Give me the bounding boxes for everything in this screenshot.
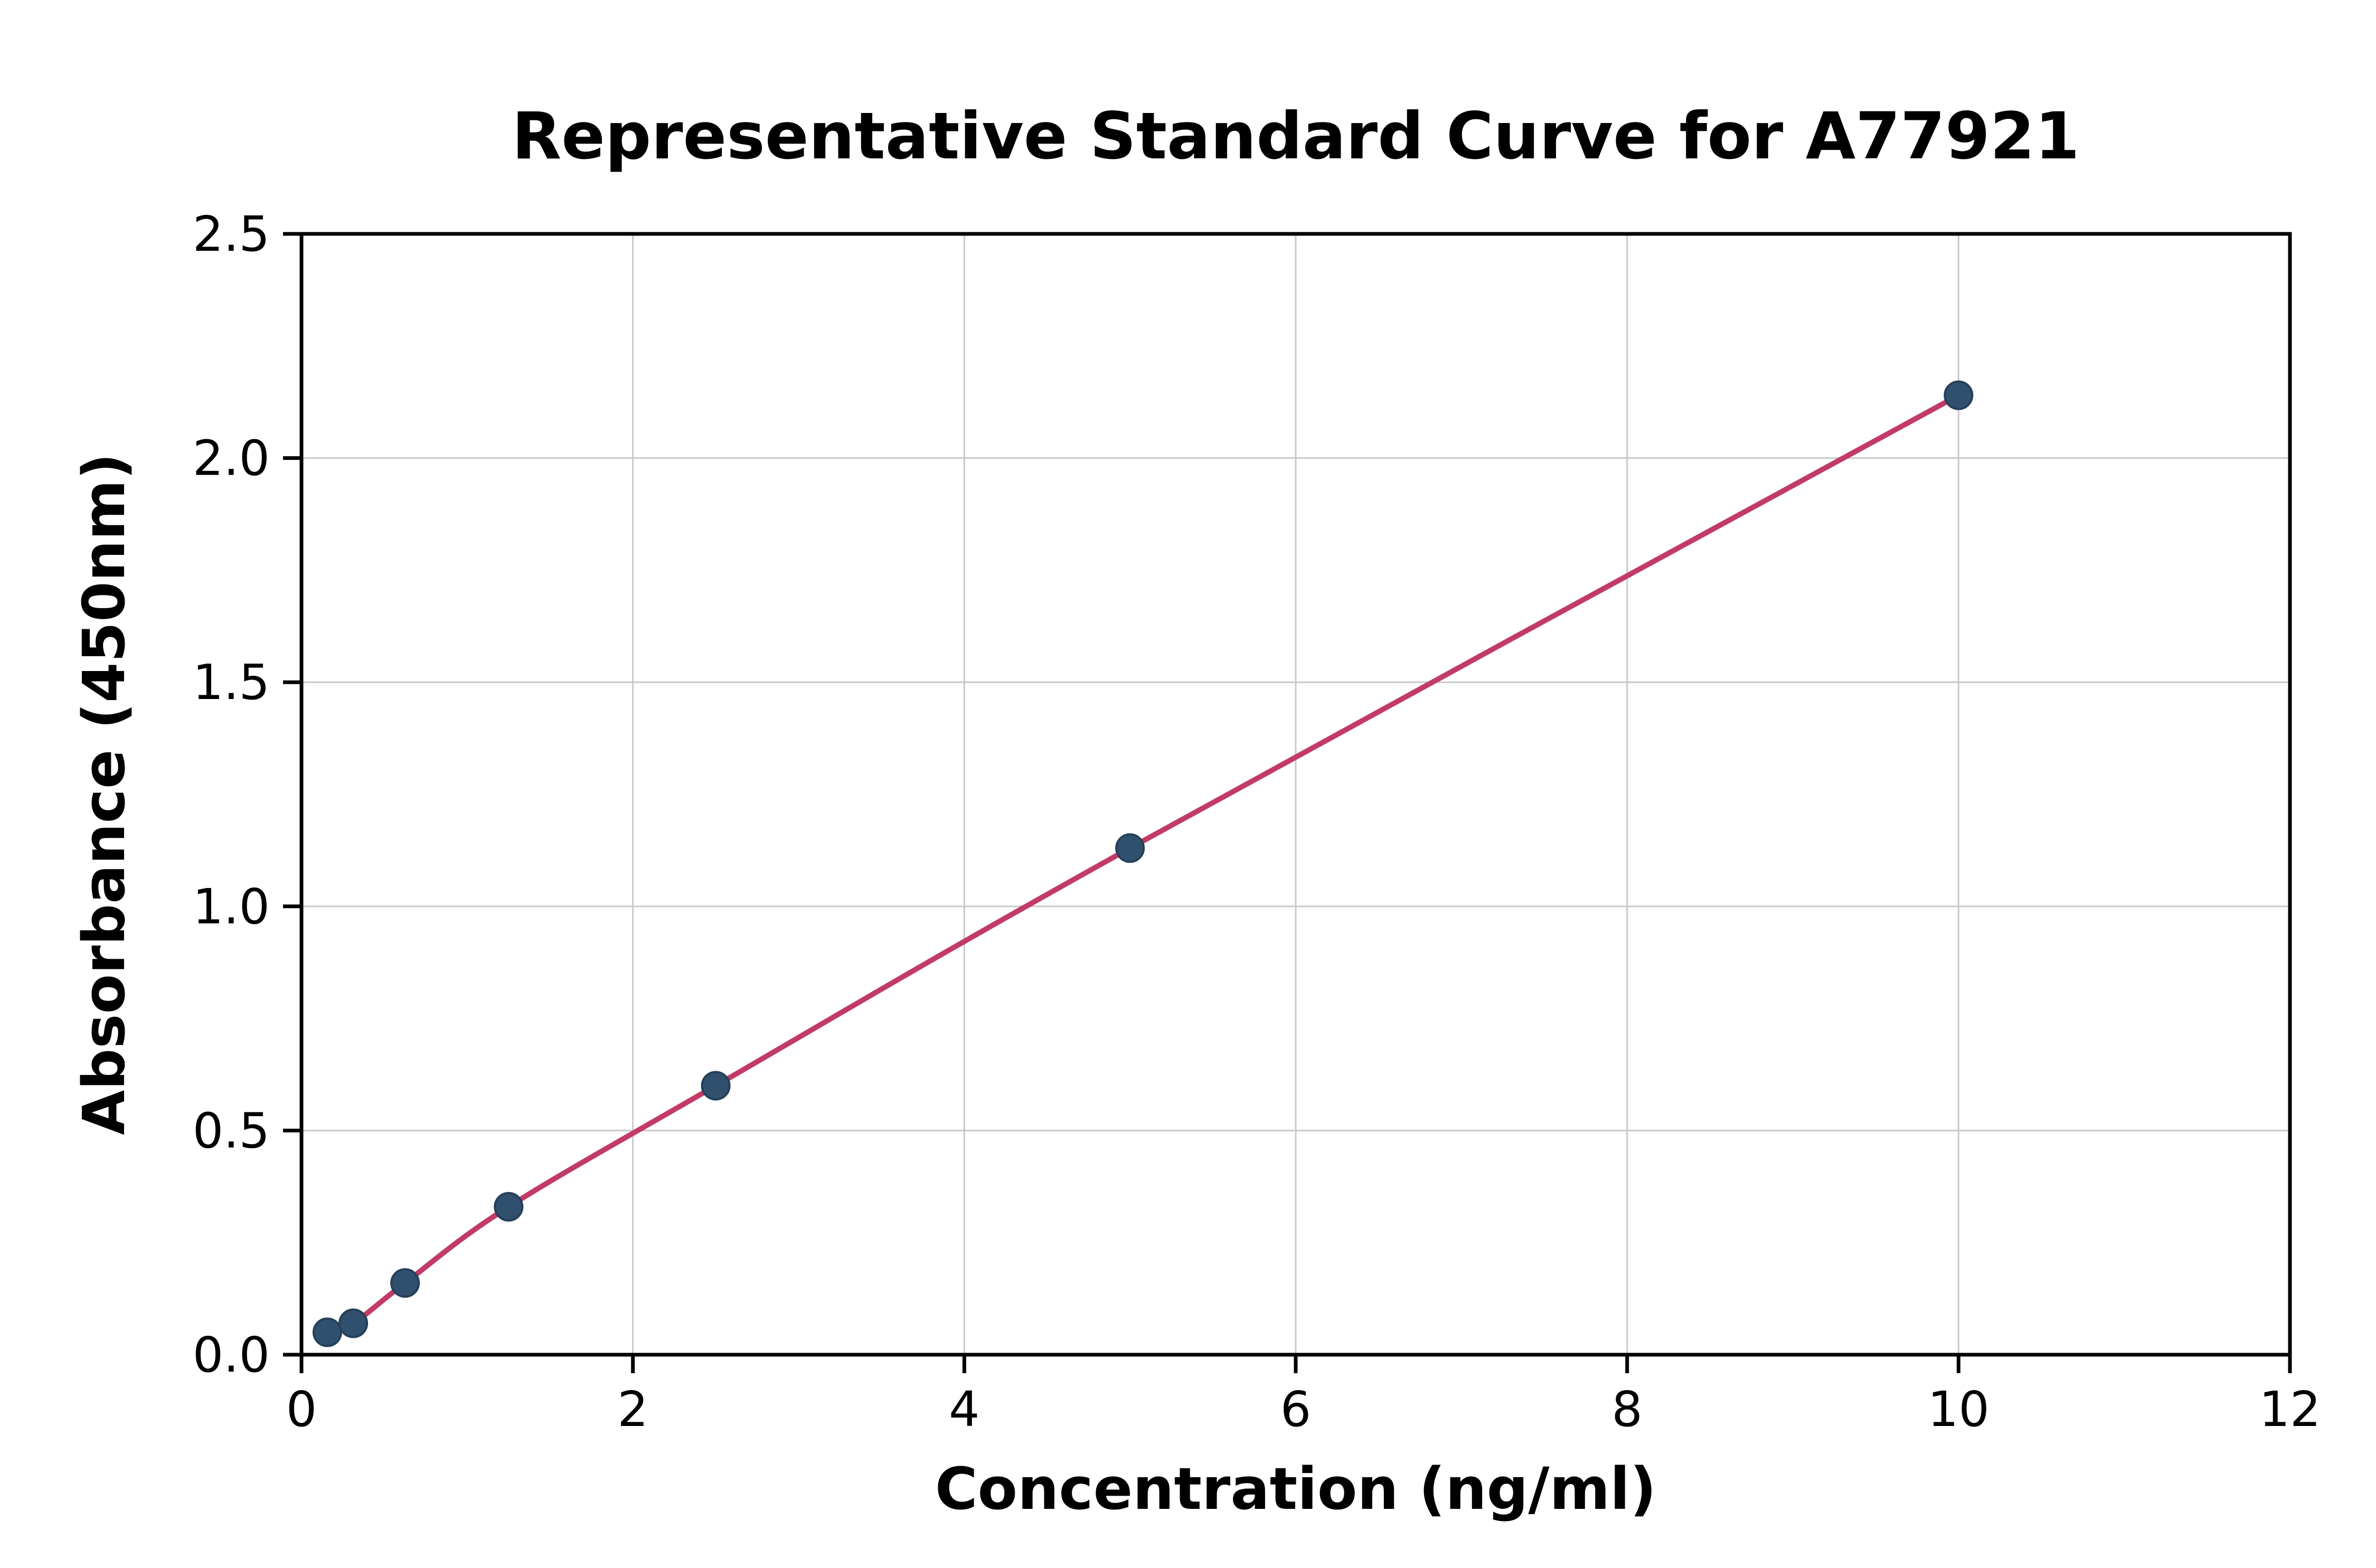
chart-title: Representative Standard Curve for A77921 — [512, 99, 2079, 174]
x-axis-label: Concentration (ng/ml) — [935, 1455, 1656, 1523]
x-tick-label: 0 — [286, 1381, 317, 1438]
x-tick-label: 6 — [1280, 1381, 1312, 1438]
grid-lines — [300, 233, 2291, 1356]
data-point — [312, 1317, 342, 1347]
data-point — [338, 1308, 369, 1338]
y-tick-label: 1.5 — [193, 654, 270, 711]
axes — [283, 232, 2292, 1373]
data-point — [494, 1192, 524, 1222]
data-point — [1944, 380, 1974, 410]
data-point — [1115, 833, 1145, 863]
curve-line — [324, 392, 1962, 1335]
x-tick-label: 10 — [1928, 1381, 1990, 1438]
y-tick-label: 2.5 — [193, 206, 270, 262]
tick-labels: 0 2 4 6 8 10 12 0.0 0.5 1.0 1.5 2.0 2.5 — [193, 206, 2321, 1438]
x-tick-label: 2 — [617, 1381, 648, 1438]
y-axis-label: Absorbance (450nm) — [70, 453, 138, 1135]
y-tick-label: 1.0 — [193, 879, 270, 935]
data-point — [390, 1268, 420, 1298]
y-tick-label: 0.5 — [193, 1102, 270, 1159]
y-tick-label: 0.0 — [193, 1327, 270, 1383]
data-series — [312, 380, 1974, 1347]
x-tick-label: 4 — [949, 1381, 980, 1438]
y-tick-label: 2.0 — [193, 430, 270, 487]
data-point — [701, 1071, 731, 1101]
x-tick-label: 8 — [1611, 1381, 1643, 1438]
x-tick-label: 12 — [2259, 1381, 2321, 1438]
